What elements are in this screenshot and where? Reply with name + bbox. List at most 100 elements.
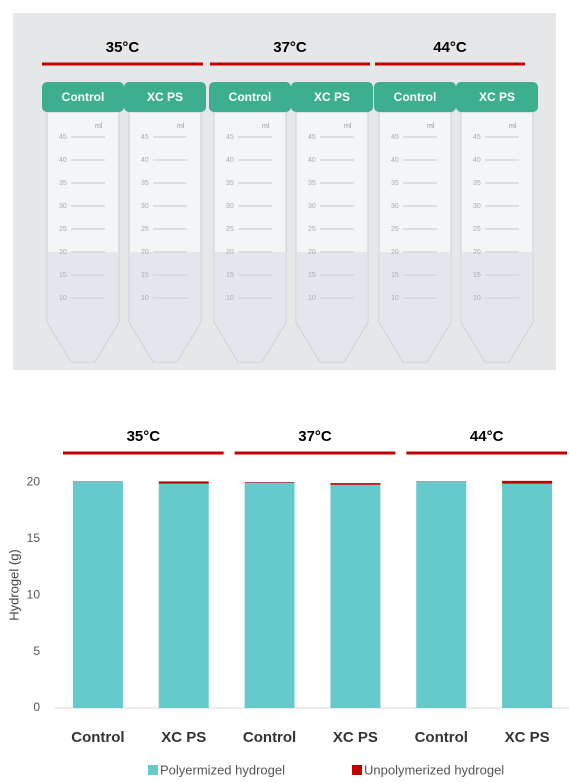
cap-label: XC PS	[314, 90, 350, 104]
cap-label: XC PS	[479, 90, 515, 104]
scale-label: 45	[59, 134, 67, 141]
tube-liquid	[48, 252, 118, 361]
legend-swatch	[352, 765, 362, 775]
scale-label: 40	[226, 157, 234, 164]
cap-label: Control	[62, 90, 105, 104]
scale-label: 30	[473, 203, 481, 210]
tube-liquid	[215, 252, 285, 361]
y-tick-label: 5	[33, 644, 40, 658]
scale-label: 10	[59, 295, 67, 302]
tube-cap	[209, 82, 291, 112]
x-tick-label: XC PS	[505, 729, 550, 746]
x-tick-label: XC PS	[333, 729, 378, 746]
x-tick-label: Control	[415, 729, 468, 746]
tube-cap	[124, 82, 206, 112]
scale-label: 25	[226, 226, 234, 233]
bar-segment	[330, 484, 381, 708]
tube-cap	[42, 82, 124, 112]
scale-label: 20	[473, 249, 481, 256]
scale-label: 15	[473, 272, 481, 279]
tube-cap	[291, 82, 373, 112]
scale-label: 45	[308, 134, 316, 141]
scale-label: 40	[308, 157, 316, 164]
tube-cap	[456, 82, 538, 112]
scale-label: 20	[226, 249, 234, 256]
scale-label: 25	[59, 226, 67, 233]
y-axis-label: Hydrogel (g)	[6, 549, 21, 621]
tube-cap	[374, 82, 456, 112]
scale-label: 45	[391, 134, 399, 141]
scale-label: 10	[308, 295, 316, 302]
scale-label: 25	[391, 226, 399, 233]
scale-label: 35	[59, 180, 67, 187]
scale-label: 10	[473, 295, 481, 302]
scale-label: 40	[473, 157, 481, 164]
scale-label: 20	[59, 249, 67, 256]
legend-label: Unpolymerized hydrogel	[364, 762, 504, 777]
scale-label: 35	[391, 180, 399, 187]
y-tick-label: 20	[27, 475, 41, 489]
photo-group-label: 44°C	[433, 39, 467, 56]
scale-label: 10	[141, 295, 149, 302]
scale-label: 25	[473, 226, 481, 233]
x-tick-label: XC PS	[161, 729, 206, 746]
legend-swatch	[148, 765, 158, 775]
y-tick-label: 0	[33, 700, 40, 714]
scale-label: 45	[473, 134, 481, 141]
scale-label: 45	[226, 134, 234, 141]
bar-segment	[330, 483, 381, 485]
y-tick-label: 15	[27, 531, 41, 545]
scale-label: 40	[391, 157, 399, 164]
scale-label: 25	[308, 226, 316, 233]
scale-label: 30	[59, 203, 67, 210]
scale-unit: ml	[427, 123, 435, 130]
group-label: 44°C	[470, 428, 504, 445]
bar-segment	[416, 481, 467, 708]
tube-liquid	[130, 252, 200, 361]
cap-label: XC PS	[147, 90, 183, 104]
scale-label: 10	[226, 295, 234, 302]
scale-label: 15	[391, 272, 399, 279]
scale-label: 40	[59, 157, 67, 164]
scale-label: 30	[141, 203, 149, 210]
group-label: 35°C	[127, 428, 161, 445]
scale-label: 45	[141, 134, 149, 141]
scale-label: 10	[391, 295, 399, 302]
scale-unit: ml	[344, 123, 352, 130]
scale-label: 30	[226, 203, 234, 210]
bar-segment	[72, 481, 123, 708]
x-tick-label: Control	[243, 729, 296, 746]
bar-segment	[502, 480, 553, 484]
photo-group-label: 35°C	[106, 39, 140, 56]
scale-label: 30	[308, 203, 316, 210]
scale-label: 35	[473, 180, 481, 187]
tube-liquid	[380, 252, 450, 361]
x-tick-label: Control	[71, 729, 124, 746]
scale-label: 20	[308, 249, 316, 256]
scale-label: 20	[141, 249, 149, 256]
scale-label: 15	[141, 272, 149, 279]
cap-label: Control	[229, 90, 272, 104]
tube-liquid	[297, 252, 367, 361]
scale-label: 15	[308, 272, 316, 279]
scale-label: 15	[59, 272, 67, 279]
scale-label: 35	[141, 180, 149, 187]
scale-label: 35	[308, 180, 316, 187]
bar-segment	[244, 481, 295, 483]
scale-label: 20	[391, 249, 399, 256]
scale-label: 25	[141, 226, 149, 233]
scale-label: 35	[226, 180, 234, 187]
scale-label: 40	[141, 157, 149, 164]
scale-unit: ml	[509, 123, 517, 130]
scale-label: 15	[226, 272, 234, 279]
scale-unit: ml	[177, 123, 185, 130]
bar-segment	[158, 483, 209, 708]
tube-liquid	[462, 252, 532, 361]
scale-unit: ml	[95, 123, 103, 130]
bar-segment	[502, 483, 553, 708]
y-tick-label: 10	[27, 587, 41, 601]
scale-label: 30	[391, 203, 399, 210]
cap-label: Control	[394, 90, 437, 104]
bar-segment	[244, 482, 295, 708]
